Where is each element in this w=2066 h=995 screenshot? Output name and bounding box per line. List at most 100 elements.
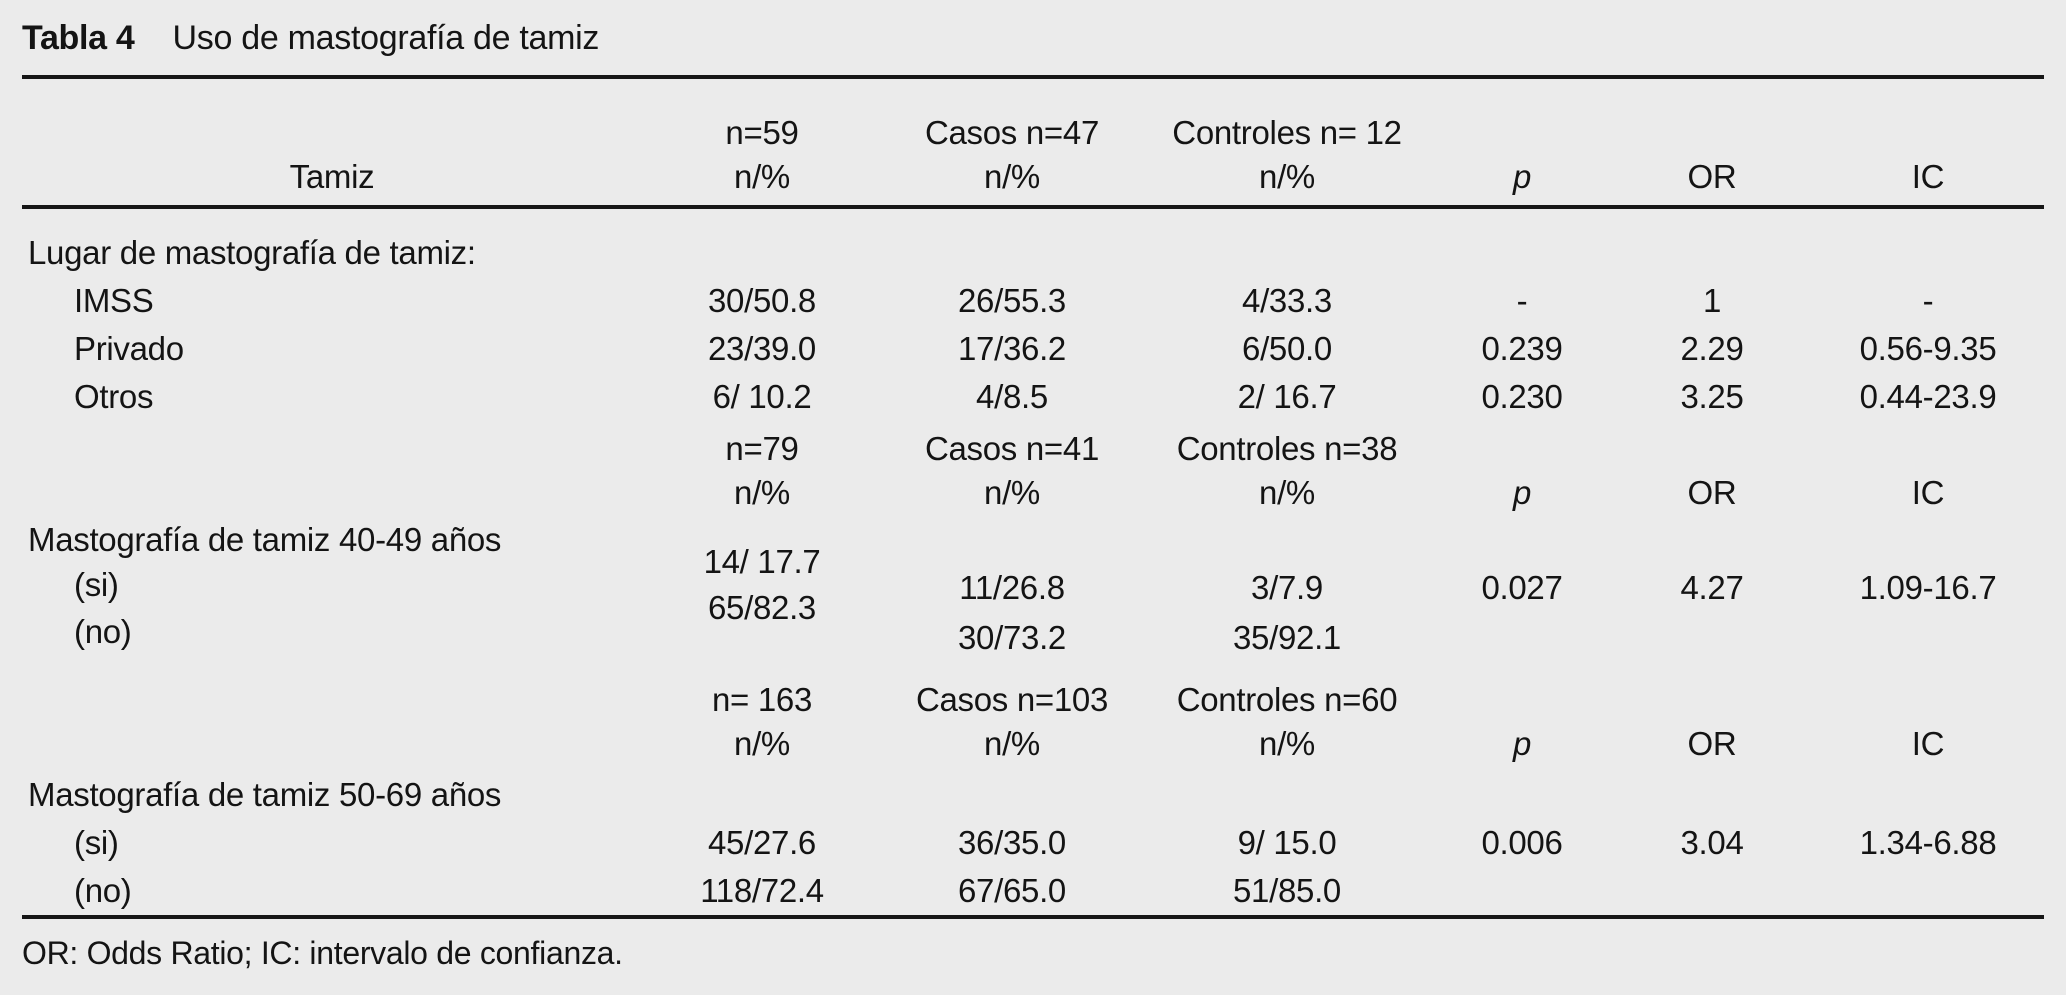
column-header-ic: IC [1812, 79, 2044, 199]
n-pct-label: n/% [734, 158, 790, 195]
column-header-casos: Casos n=41 n/% [882, 421, 1142, 515]
section-row: Mastografía de tamiz 50-69 años [22, 771, 2044, 819]
table-footnote: OR: Odds Ratio; IC: intervalo de confian… [22, 935, 623, 971]
n-pct-label: n/% [984, 725, 1040, 762]
casos-label: Casos n=47 [924, 114, 1100, 151]
cell-value: 4/8.5 [976, 378, 1048, 415]
cell-value: 26/55.3 [957, 282, 1066, 319]
cell-value: 51/85.0 [1232, 872, 1341, 909]
cell-value: 0.006 [1481, 824, 1563, 861]
table-row-imss: IMSS 30/50.8 26/55.3 4/33.3 - 1 - [22, 277, 2044, 325]
cell-value: 4.27 [1680, 569, 1744, 606]
column-header-casos: Casos n=47 n/% [882, 79, 1142, 199]
group-2-body: Mastografía de tamiz 40-49 años (si) (no… [22, 515, 2044, 665]
cell-value: - [1516, 282, 1528, 319]
cell-value: 11/26.8 [959, 569, 1065, 606]
row-label-column: Mastografía de tamiz 40-49 años (si) (no… [22, 515, 642, 665]
table-number: Tabla 4 [22, 18, 135, 57]
n-label: n=79 [725, 430, 799, 467]
casos-label: Casos n=41 [924, 430, 1100, 467]
cell-value: 6/50.0 [1242, 330, 1332, 367]
cell-value: 45/27.6 [707, 824, 816, 861]
row-label: (si) [74, 824, 119, 861]
column-header-or: OR [1612, 79, 1812, 199]
cell-value: 1.09-16.7 [1859, 569, 1997, 606]
section-row: Lugar de mastografía de tamiz: [22, 229, 2044, 277]
table-row-otros: Otros 6/ 10.2 4/8.5 2/ 16.7 0.230 3.25 0… [22, 373, 2044, 421]
cell-value: 65/82.3 [707, 589, 816, 626]
or-label: OR [1687, 725, 1737, 762]
ic-label: IC [1911, 725, 1945, 762]
table-caption: Uso de mastografía de tamiz [172, 18, 600, 57]
n-pct-label: n/% [984, 158, 1040, 195]
cell-value: 2.29 [1680, 330, 1744, 367]
cell-value: 3.04 [1680, 824, 1744, 861]
top-rule [22, 75, 2044, 79]
group-3-body: Mastografía de tamiz 50-69 años (si) 45/… [22, 766, 2044, 915]
p-label: p [1512, 725, 1532, 762]
cell-value: 0.56-9.35 [1859, 330, 1997, 367]
n-label: n= 163 [711, 681, 813, 718]
section-label: Lugar de mastografía de tamiz: [28, 234, 476, 271]
cell-value: 30/50.8 [707, 282, 816, 319]
controles-label: Controles n=38 [1176, 430, 1398, 467]
p-label: p [1512, 474, 1532, 511]
ic-label: IC [1911, 474, 1945, 511]
row-label: (no) [74, 872, 132, 909]
p-label: p [1512, 158, 1532, 195]
column-header-ic: IC [1812, 665, 2044, 766]
cell-value: 17/36.2 [957, 330, 1066, 367]
row-label-no: (no) [74, 613, 132, 650]
p-column: 0.027 [1432, 515, 1612, 665]
n-pct-label: n/% [1259, 725, 1315, 762]
column-header-stub [22, 665, 642, 766]
column-header-total: n= 163 n/% [642, 665, 882, 766]
column-header-casos: Casos n=103 n/% [882, 665, 1142, 766]
group-1-body: Lugar de mastografía de tamiz: IMSS 30/5… [22, 209, 2044, 421]
table-row-si: (si) 45/27.6 36/35.0 9/ 15.0 0.006 3.04 … [22, 819, 2044, 867]
table-row-no: (no) 118/72.4 67/65.0 51/85.0 [22, 867, 2044, 915]
row-label: IMSS [74, 282, 154, 319]
column-header-stub [22, 421, 642, 515]
column-header-p: p [1432, 665, 1612, 766]
n-pct-label: n/% [734, 725, 790, 762]
cell-value: 3/7.9 [1251, 569, 1323, 606]
cell-value: 1 [1702, 282, 1722, 319]
cell-value: 0.027 [1481, 569, 1563, 606]
cell-value: 14/ 17.7 [703, 543, 821, 580]
header-band-3: n= 163 n/% Casos n=103 n/% Controles n=6… [22, 665, 2044, 766]
cell-value: 1.34-6.88 [1859, 824, 1997, 861]
cell-value: 0.44-23.9 [1859, 378, 1997, 415]
column-header-or: OR [1612, 421, 1812, 515]
column-header-stub: Tamiz [22, 79, 642, 199]
cell-value: 23/39.0 [707, 330, 816, 367]
row-label: Otros [74, 378, 154, 415]
controles-label: Controles n=60 [1176, 681, 1398, 718]
or-column: 4.27 [1612, 515, 1812, 665]
cell-value: 3.25 [1680, 378, 1744, 415]
column-header-ic: IC [1812, 421, 2044, 515]
header-band-1: Tamiz n=59 n/% Casos n=47 n/% Controles … [22, 79, 2044, 205]
header-rule [22, 205, 2044, 209]
table-title: Tabla 4 Uso de mastografía de tamiz [22, 0, 2044, 75]
cell-value: - [1922, 282, 1934, 319]
controles-column: 3/7.9 35/92.1 [1142, 515, 1432, 665]
cell-value: 2/ 16.7 [1237, 378, 1337, 415]
n-pct-label: n/% [1259, 474, 1315, 511]
section-label: Mastografía de tamiz 40-49 años [28, 521, 502, 558]
cell-value: 67/65.0 [957, 872, 1066, 909]
cell-value: 118/72.4 [700, 872, 824, 909]
cell-value: 0.230 [1481, 378, 1563, 415]
table-row-privado: Privado 23/39.0 17/36.2 6/50.0 0.239 2.2… [22, 325, 2044, 373]
column-header-total: n=79 n/% [642, 421, 882, 515]
cell-value: 9/ 15.0 [1237, 824, 1337, 861]
n-label: n=59 [725, 114, 799, 151]
section-label: Mastografía de tamiz 50-69 años [28, 776, 502, 813]
row-label-si: (si) [74, 566, 119, 603]
or-label: OR [1687, 158, 1737, 195]
total-column: 14/ 17.7 65/82.3 [642, 515, 882, 665]
n-pct-label: n/% [984, 474, 1040, 511]
casos-label: Casos n=103 [915, 681, 1109, 718]
n-pct-label: n/% [1259, 158, 1315, 195]
column-header-controles: Controles n= 12 n/% [1142, 79, 1432, 199]
